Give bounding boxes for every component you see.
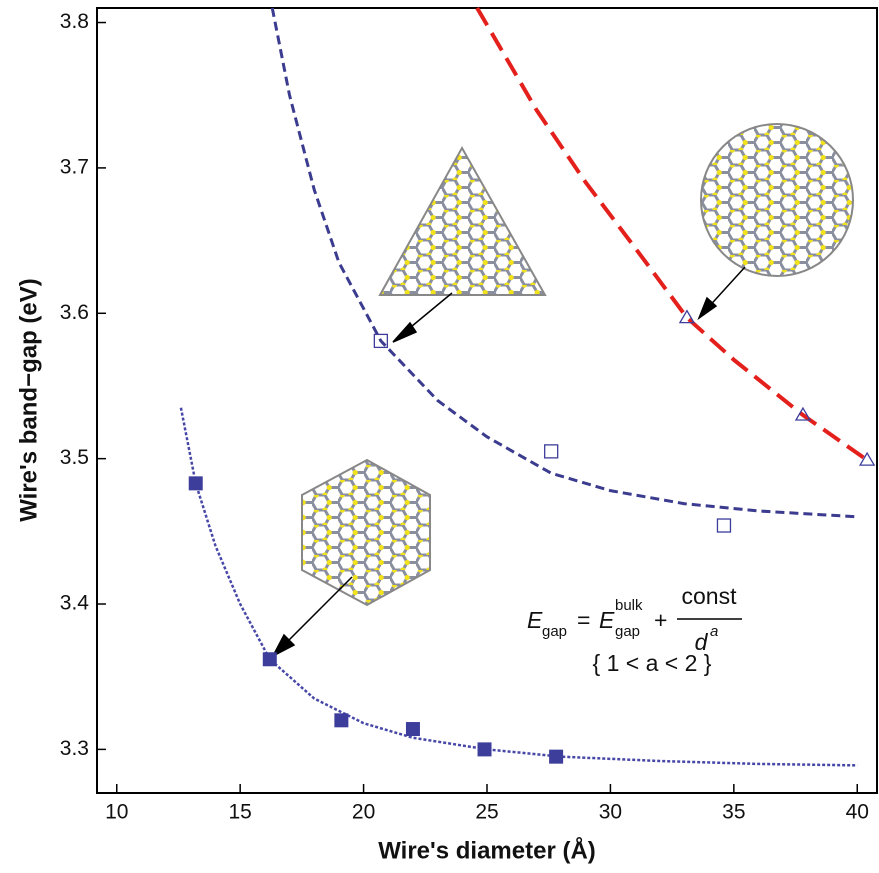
formula-text: +	[654, 607, 667, 633]
y-tick-label: 3.8	[60, 10, 89, 33]
formula-text: gap	[542, 623, 567, 640]
data-point	[549, 750, 563, 764]
data-point	[263, 652, 277, 666]
y-tick-label: 3.6	[60, 301, 89, 324]
data-point	[189, 476, 203, 490]
data-point	[406, 722, 420, 736]
constraint: { 1 < a < 2 }	[593, 650, 712, 676]
formula-text: const	[682, 583, 738, 609]
formula-text: E	[599, 607, 615, 633]
y-axis-label: Wire's band−gap (eV)	[15, 278, 42, 522]
x-axis-label: Wire's diameter (Å)	[378, 836, 596, 864]
formula-text: E	[527, 607, 543, 633]
y-tick-label: 3.7	[60, 155, 89, 178]
y-tick-label: 3.4	[60, 592, 90, 615]
x-tick-label: 15	[228, 801, 251, 824]
circular-wire-structure	[701, 124, 853, 276]
x-tick-label: 30	[599, 801, 622, 824]
formula-text: a	[710, 623, 718, 640]
data-point	[478, 742, 492, 756]
formula-text: gap	[615, 623, 640, 640]
formula-text: bulk	[615, 597, 643, 614]
x-tick-label: 35	[722, 801, 745, 824]
chart: Wire's diameter (Å) Wire's band−gap (eV)…	[0, 0, 879, 873]
x-tick-label: 20	[352, 801, 375, 824]
data-point	[334, 713, 348, 727]
y-tick-label: 3.5	[60, 446, 89, 469]
x-tick-label: 10	[105, 801, 128, 824]
x-tick-label: 25	[475, 801, 498, 824]
formula-text: =	[577, 607, 590, 633]
y-tick-label: 3.3	[60, 737, 89, 760]
x-tick-label: 40	[846, 801, 869, 824]
